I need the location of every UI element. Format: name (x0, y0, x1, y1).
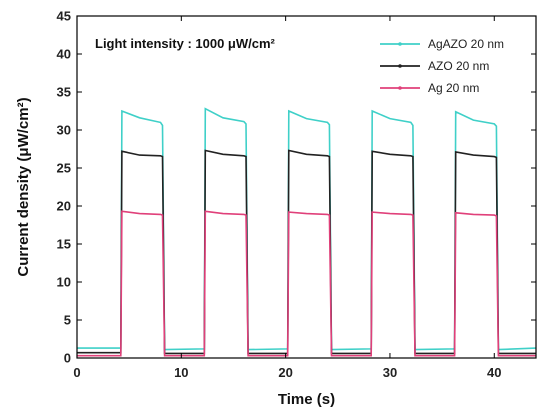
legend: AgAZO 20 nm AZO 20 nm Ag 20 nm (380, 37, 504, 95)
y-axis-label: Current density (μW/cm²) (15, 97, 32, 276)
tick-group: 0 5 10 15 20 25 30 35 40 45 0 10 20 30 40 (57, 9, 536, 380)
x-axis-label: Time (s) (278, 391, 335, 408)
x-tick-label: 0 (73, 365, 80, 380)
y-tick-label: 10 (57, 275, 71, 290)
y-tick-label: 35 (57, 85, 71, 100)
legend-label-1: AgAZO 20 nm (428, 37, 504, 51)
series-line-1 (77, 107, 537, 351)
legend-marker-3 (398, 86, 402, 90)
legend-label-2: AZO 20 nm (428, 59, 489, 73)
x-tick-label: 30 (383, 365, 397, 380)
y-tick-label: 15 (57, 237, 71, 252)
x-tick-label: 10 (174, 365, 188, 380)
legend-marker-2 (398, 64, 402, 68)
y-tick-label: 30 (57, 123, 71, 138)
x-tick-label: 20 (278, 365, 292, 380)
annotation-light-intensity: Light intensity : 1000 μW/cm² (95, 36, 276, 51)
y-tick-label: 5 (64, 313, 71, 328)
legend-label-3: Ag 20 nm (428, 81, 479, 95)
y-tick-label: 25 (57, 161, 71, 176)
series-line-3 (77, 210, 536, 357)
y-tick-label: 40 (57, 47, 71, 62)
plot-frame (76, 15, 537, 359)
y-tick-label: 0 (64, 351, 71, 366)
series-line-2 (77, 149, 536, 355)
y-tick-label: 45 (57, 9, 71, 24)
y-tick-label: 20 (57, 199, 71, 214)
plot-series-group (77, 107, 537, 357)
legend-marker-1 (398, 42, 402, 46)
x-tick-label: 40 (487, 365, 501, 380)
